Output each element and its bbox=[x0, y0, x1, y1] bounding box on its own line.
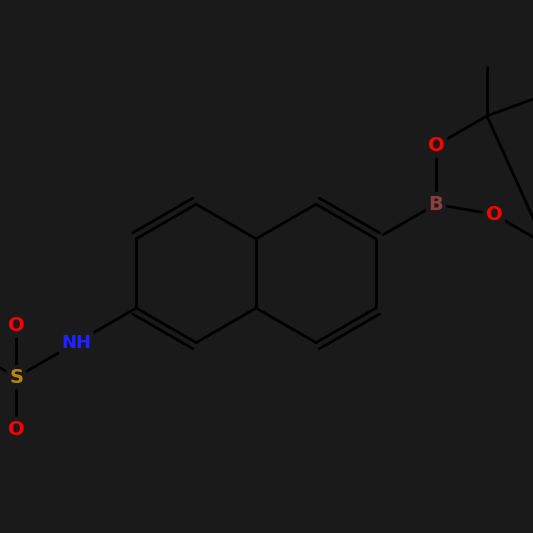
Text: B: B bbox=[429, 195, 443, 214]
Text: NH: NH bbox=[61, 334, 91, 352]
Text: O: O bbox=[8, 419, 25, 439]
Text: S: S bbox=[10, 368, 23, 387]
Text: O: O bbox=[486, 205, 502, 224]
Text: O: O bbox=[8, 316, 25, 335]
Text: O: O bbox=[427, 136, 445, 155]
